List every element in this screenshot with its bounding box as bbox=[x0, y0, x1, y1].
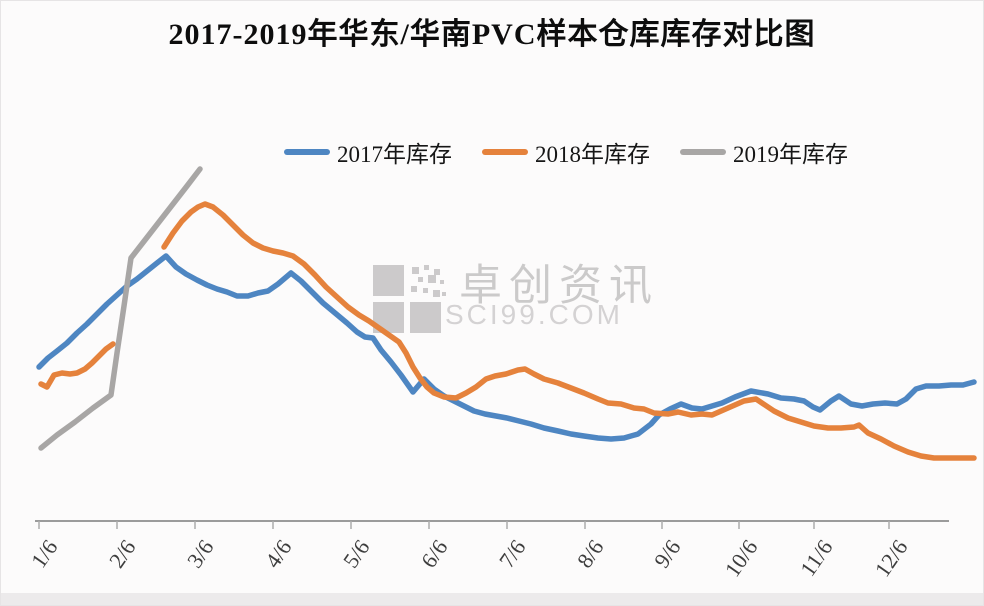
legend-item-2019: 2019年库存 bbox=[680, 135, 848, 169]
legend-item-2017: 2017年库存 bbox=[284, 135, 452, 169]
watermark-text: 卓创资讯 SCI99.COM bbox=[445, 262, 659, 329]
legend-swatch-2019 bbox=[680, 149, 726, 155]
bottom-band bbox=[1, 593, 983, 605]
legend-swatch-2018 bbox=[482, 149, 528, 155]
series-line-2019 bbox=[38, 166, 203, 451]
watermark: 卓创资讯 SCI99.COM bbox=[373, 265, 659, 339]
chart-legend: 2017年库存 2018年库存 2019年库存 bbox=[284, 135, 848, 169]
watermark-site: SCI99.COM bbox=[445, 299, 623, 330]
watermark-brand: 卓创资讯 bbox=[459, 262, 659, 310]
series-line-2018-seg2 bbox=[161, 201, 977, 461]
legend-label-2017: 2017年库存 bbox=[337, 142, 452, 167]
legend-swatch-2017 bbox=[284, 149, 330, 155]
series-line-2018-seg1 bbox=[38, 341, 116, 390]
chart-title: 2017-2019年华东/华南PVC样本仓库库存对比图 bbox=[168, 18, 816, 51]
legend-item-2018: 2018年库存 bbox=[482, 135, 650, 169]
legend-label-2019: 2019年库存 bbox=[733, 142, 848, 167]
series-line-2017 bbox=[36, 253, 977, 442]
legend-label-2018: 2018年库存 bbox=[535, 142, 650, 167]
